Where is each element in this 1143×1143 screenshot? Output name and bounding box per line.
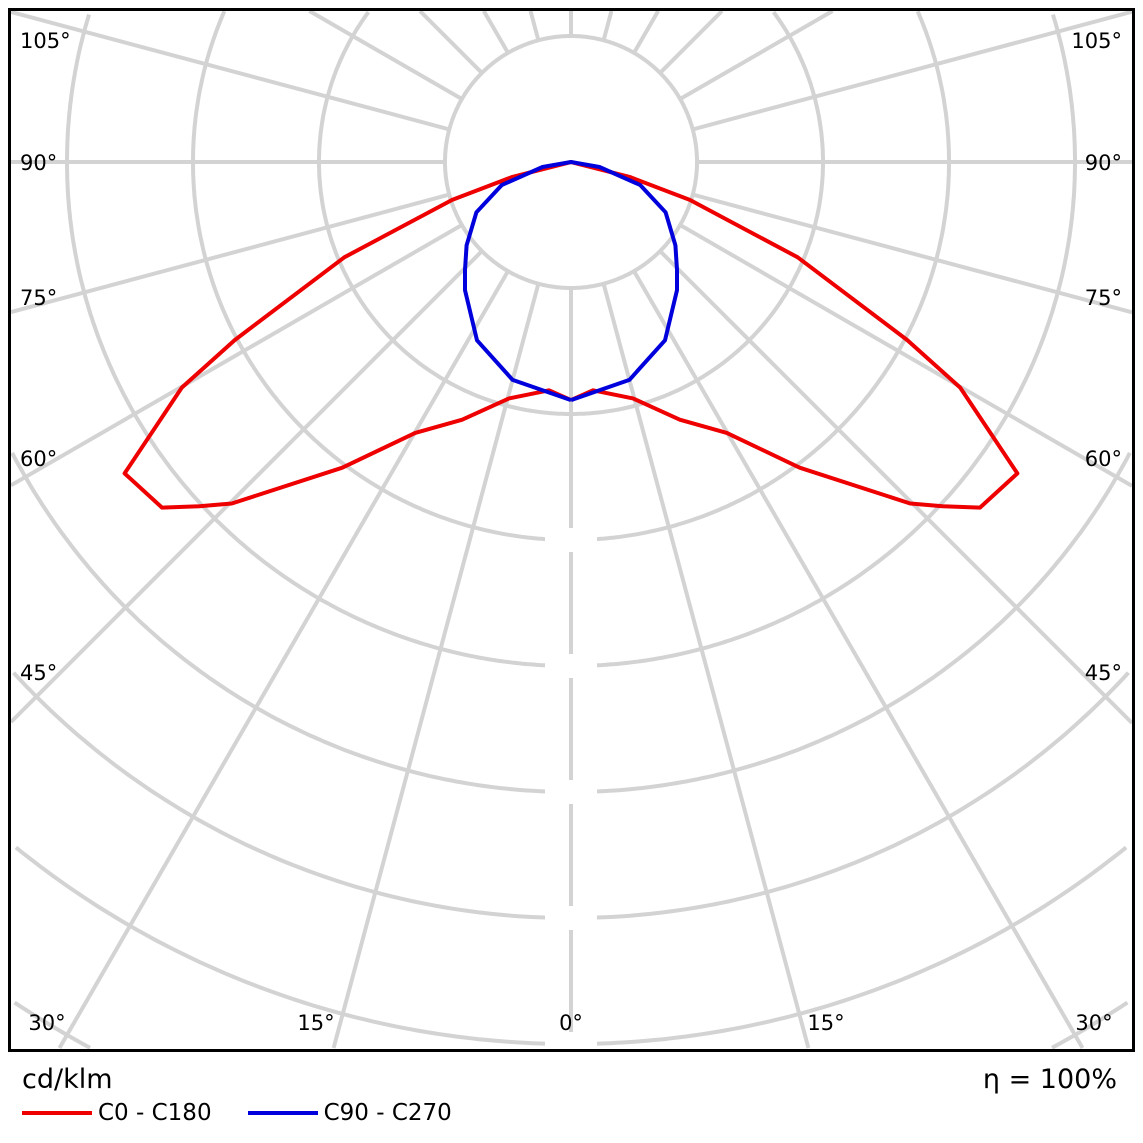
grid-ring	[191, 10, 571, 542]
label-bottom-30-left: 30°	[28, 1011, 65, 1035]
unit-label: cd/klm	[22, 1064, 113, 1095]
legend-label-c0: C0 - C180	[98, 1100, 212, 1126]
grid-ring	[10, 451, 571, 794]
grid-spoke	[601, 10, 614, 41]
grid-spoke	[331, 283, 541, 1049]
grid-ring	[571, 14, 1077, 668]
grid-ring	[13, 1000, 91, 1050]
grid-spoke	[482, 9, 510, 54]
grid-spoke	[10, 192, 450, 314]
grid-ring	[571, 845, 1128, 1046]
grid-spoke	[679, 9, 834, 101]
grid-spoke	[601, 283, 811, 1049]
grid-ring	[317, 10, 571, 416]
grid-spoke	[679, 223, 1133, 488]
grid-gap	[545, 654, 597, 678]
grid-gap	[545, 780, 597, 804]
label-left-105: 105°	[20, 29, 71, 53]
grid-ring	[1051, 1000, 1129, 1050]
grid-spoke	[692, 9, 1133, 132]
chart-frame	[8, 8, 1135, 1052]
label-right-45: 45°	[1085, 661, 1122, 685]
label-bottom-15-left: 15°	[297, 1011, 334, 1035]
grid-ring	[571, 451, 1132, 794]
label-right-105: 105°	[1071, 29, 1122, 53]
grid-spoke	[632, 270, 1085, 1050]
grid-gap	[545, 528, 597, 552]
legend-label-c90: C90 - C270	[323, 1100, 452, 1126]
grid-spoke	[9, 223, 463, 488]
label-left-60: 60°	[20, 447, 57, 471]
curve-series-1	[463, 160, 679, 402]
angle-labels: 105° 90° 75° 60° 45° 105° 90° 75° 60° 45…	[20, 29, 1122, 1035]
label-left-90: 90°	[20, 151, 57, 175]
grid-spoke	[10, 10, 450, 132]
grid-spoke	[658, 249, 1134, 725]
grid-spoke	[9, 249, 484, 724]
grid-spoke	[418, 9, 484, 75]
grid-spoke	[692, 192, 1133, 315]
polar-grid	[9, 9, 1134, 1056]
grid-spoke	[528, 10, 541, 41]
grid-spoke	[57, 270, 510, 1049]
grid-gap	[545, 1032, 597, 1056]
grid-ring	[65, 14, 571, 668]
grid-spoke	[658, 9, 724, 75]
grid-ring	[571, 10, 951, 542]
curves	[122, 160, 1020, 510]
label-left-75: 75°	[20, 286, 57, 310]
label-right-75: 75°	[1085, 286, 1122, 310]
label-right-60: 60°	[1085, 447, 1122, 471]
label-bottom-0: 0°	[559, 1011, 583, 1035]
grid-ring	[571, 10, 825, 416]
label-left-45: 45°	[20, 661, 57, 685]
legend-item-c0: C0 - C180	[22, 1100, 212, 1126]
grid-spoke	[308, 9, 463, 101]
grid-ring	[12, 671, 571, 920]
legend-item-c90: C90 - C270	[247, 1100, 452, 1126]
grid-ring	[14, 845, 571, 1046]
grid-ring	[571, 671, 1130, 920]
label-right-90: 90°	[1085, 151, 1122, 175]
grid-spoke	[632, 10, 660, 54]
legend-swatch-blue	[247, 1111, 318, 1115]
label-bottom-30-right: 30°	[1075, 1011, 1112, 1035]
efficiency-label: η = 100%	[982, 1064, 1117, 1095]
grid-gap	[545, 906, 597, 930]
label-bottom-15-right: 15°	[807, 1011, 844, 1035]
legend: C0 - C180 C90 - C270	[22, 1100, 488, 1126]
legend-swatch-red	[22, 1111, 92, 1115]
